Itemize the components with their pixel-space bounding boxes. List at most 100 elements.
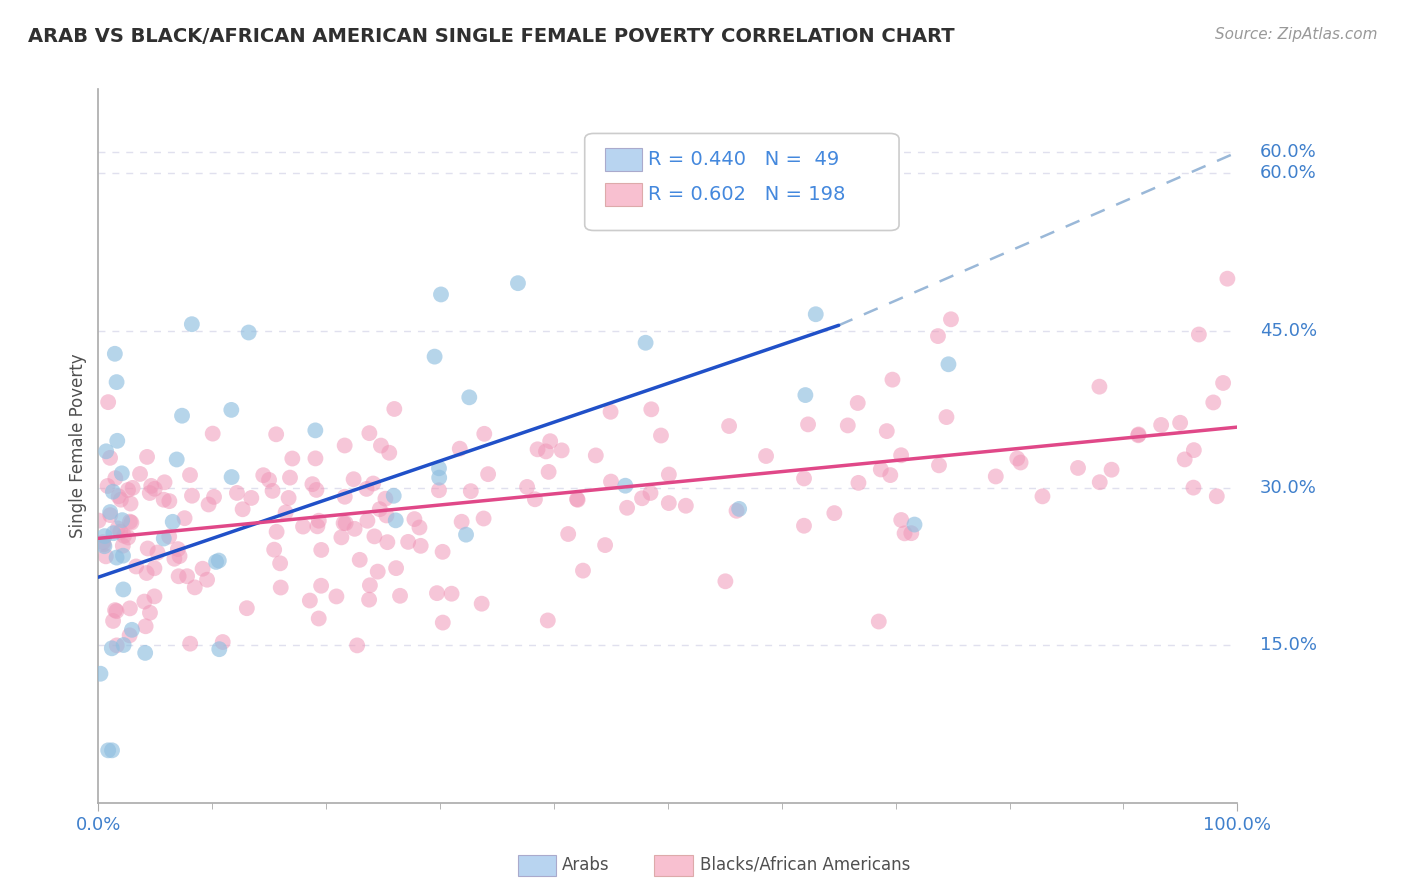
Point [201, 426, 224, 441]
Point [1128, 428, 1150, 442]
Point [846, 396, 869, 410]
Point [793, 471, 815, 485]
Point [1101, 463, 1123, 477]
Point [1188, 327, 1211, 342]
Point [129, 467, 152, 481]
Point [274, 506, 297, 520]
Point [211, 635, 233, 649]
Point [368, 502, 391, 516]
Point [333, 490, 356, 504]
Point [298, 593, 321, 607]
Point [292, 519, 315, 533]
Point [869, 462, 891, 476]
Point [266, 524, 288, 539]
Point [1010, 455, 1032, 469]
Point [112, 638, 135, 652]
Point [101, 641, 124, 656]
Point [382, 489, 405, 503]
Point [523, 492, 546, 507]
Point [984, 469, 1007, 483]
Point [139, 606, 162, 620]
Point [634, 335, 657, 350]
Point [104, 603, 127, 617]
Point [180, 317, 202, 331]
Point [221, 470, 243, 484]
Point [900, 526, 922, 541]
Point [221, 403, 243, 417]
FancyBboxPatch shape [654, 855, 693, 876]
Point [236, 601, 259, 615]
Point [269, 557, 291, 571]
Point [107, 521, 129, 535]
Point [903, 517, 925, 532]
Point [593, 538, 616, 552]
Point [179, 468, 201, 483]
Point [658, 496, 681, 510]
Point [157, 494, 180, 508]
Point [472, 426, 495, 441]
Point [305, 483, 328, 497]
Point [117, 483, 139, 497]
Point [755, 449, 778, 463]
Y-axis label: Single Female Poverty: Single Female Poverty [69, 354, 87, 538]
Point [173, 511, 195, 525]
Point [890, 448, 912, 462]
Point [232, 502, 254, 516]
Point [793, 518, 815, 533]
Point [195, 573, 218, 587]
Point [426, 586, 449, 600]
Point [797, 417, 820, 432]
Point [356, 482, 378, 496]
Point [87, 514, 110, 528]
Point [308, 514, 330, 528]
Point [120, 497, 142, 511]
Point [191, 562, 214, 576]
Point [167, 542, 190, 557]
Point [226, 486, 249, 500]
Point [301, 477, 323, 491]
Point [121, 481, 143, 495]
Point [105, 639, 128, 653]
Point [153, 475, 176, 490]
Point [650, 428, 672, 442]
Point [823, 506, 845, 520]
Point [110, 492, 132, 507]
Point [427, 470, 450, 484]
Point [98, 508, 121, 522]
Point [385, 561, 408, 575]
Point [179, 637, 201, 651]
Point [134, 646, 156, 660]
Point [938, 357, 960, 371]
Point [208, 642, 231, 657]
Point [718, 419, 741, 434]
Point [449, 442, 471, 456]
Point [167, 569, 190, 583]
Point [152, 492, 174, 507]
Point [1212, 376, 1234, 390]
Point [325, 590, 347, 604]
Point [427, 461, 450, 475]
Point [375, 508, 398, 523]
Text: 30.0%: 30.0% [1260, 479, 1317, 497]
Point [135, 619, 157, 633]
Point [1174, 452, 1197, 467]
Point [794, 388, 817, 402]
Point [136, 450, 159, 464]
Point [382, 401, 405, 416]
Text: Arabs: Arabs [562, 856, 610, 874]
Point [537, 614, 560, 628]
Point [277, 491, 299, 505]
FancyBboxPatch shape [605, 184, 641, 206]
Point [526, 442, 548, 457]
Point [565, 492, 588, 507]
Point [262, 483, 284, 498]
Text: 45.0%: 45.0% [1260, 321, 1317, 340]
Point [537, 465, 560, 479]
Point [1005, 451, 1028, 466]
Point [143, 482, 166, 496]
Point [848, 475, 870, 490]
Point [550, 443, 572, 458]
Point [257, 473, 280, 487]
Point [101, 614, 124, 628]
Point [309, 543, 332, 558]
